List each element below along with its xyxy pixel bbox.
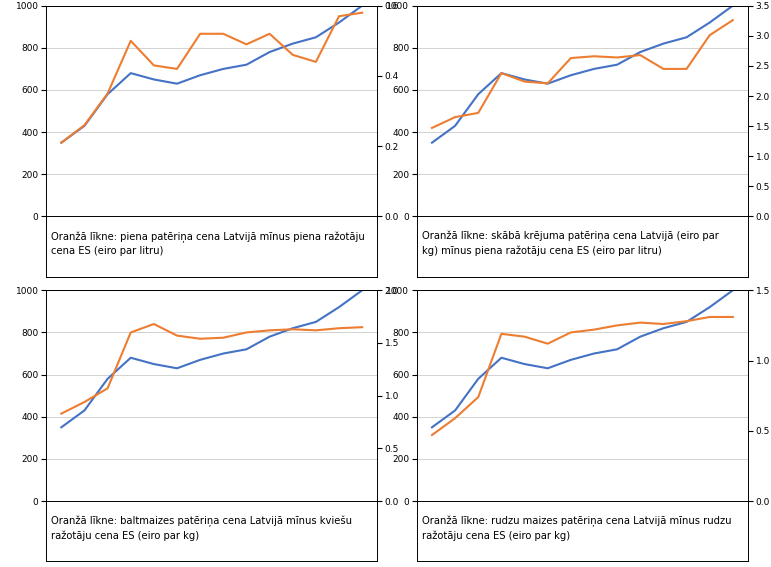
Text: Oranžā līkne: piena patēriņa cena Latvijā mīnus piena ražotāju
cena ES (eiro par: Oranžā līkne: piena patēriņa cena Latvij… (51, 231, 365, 256)
Text: Oranžā līkne: skābā krējuma patēriņa cena Latvijā (eiro par
kg) mīnus piena ražo: Oranžā līkne: skābā krējuma patēriņa cen… (422, 231, 719, 256)
Text: Oranžā līkne: rudzu maizes patēriņa cena Latvijā mīnus rudzu
ražotāju cena ES (e: Oranžā līkne: rudzu maizes patēriņa cena… (422, 515, 732, 541)
Text: Oranžā līkne: baltmaizes patēriņa cena Latvijā mīnus kviešu
ražotāju cena ES (ei: Oranžā līkne: baltmaizes patēriņa cena L… (51, 515, 352, 541)
